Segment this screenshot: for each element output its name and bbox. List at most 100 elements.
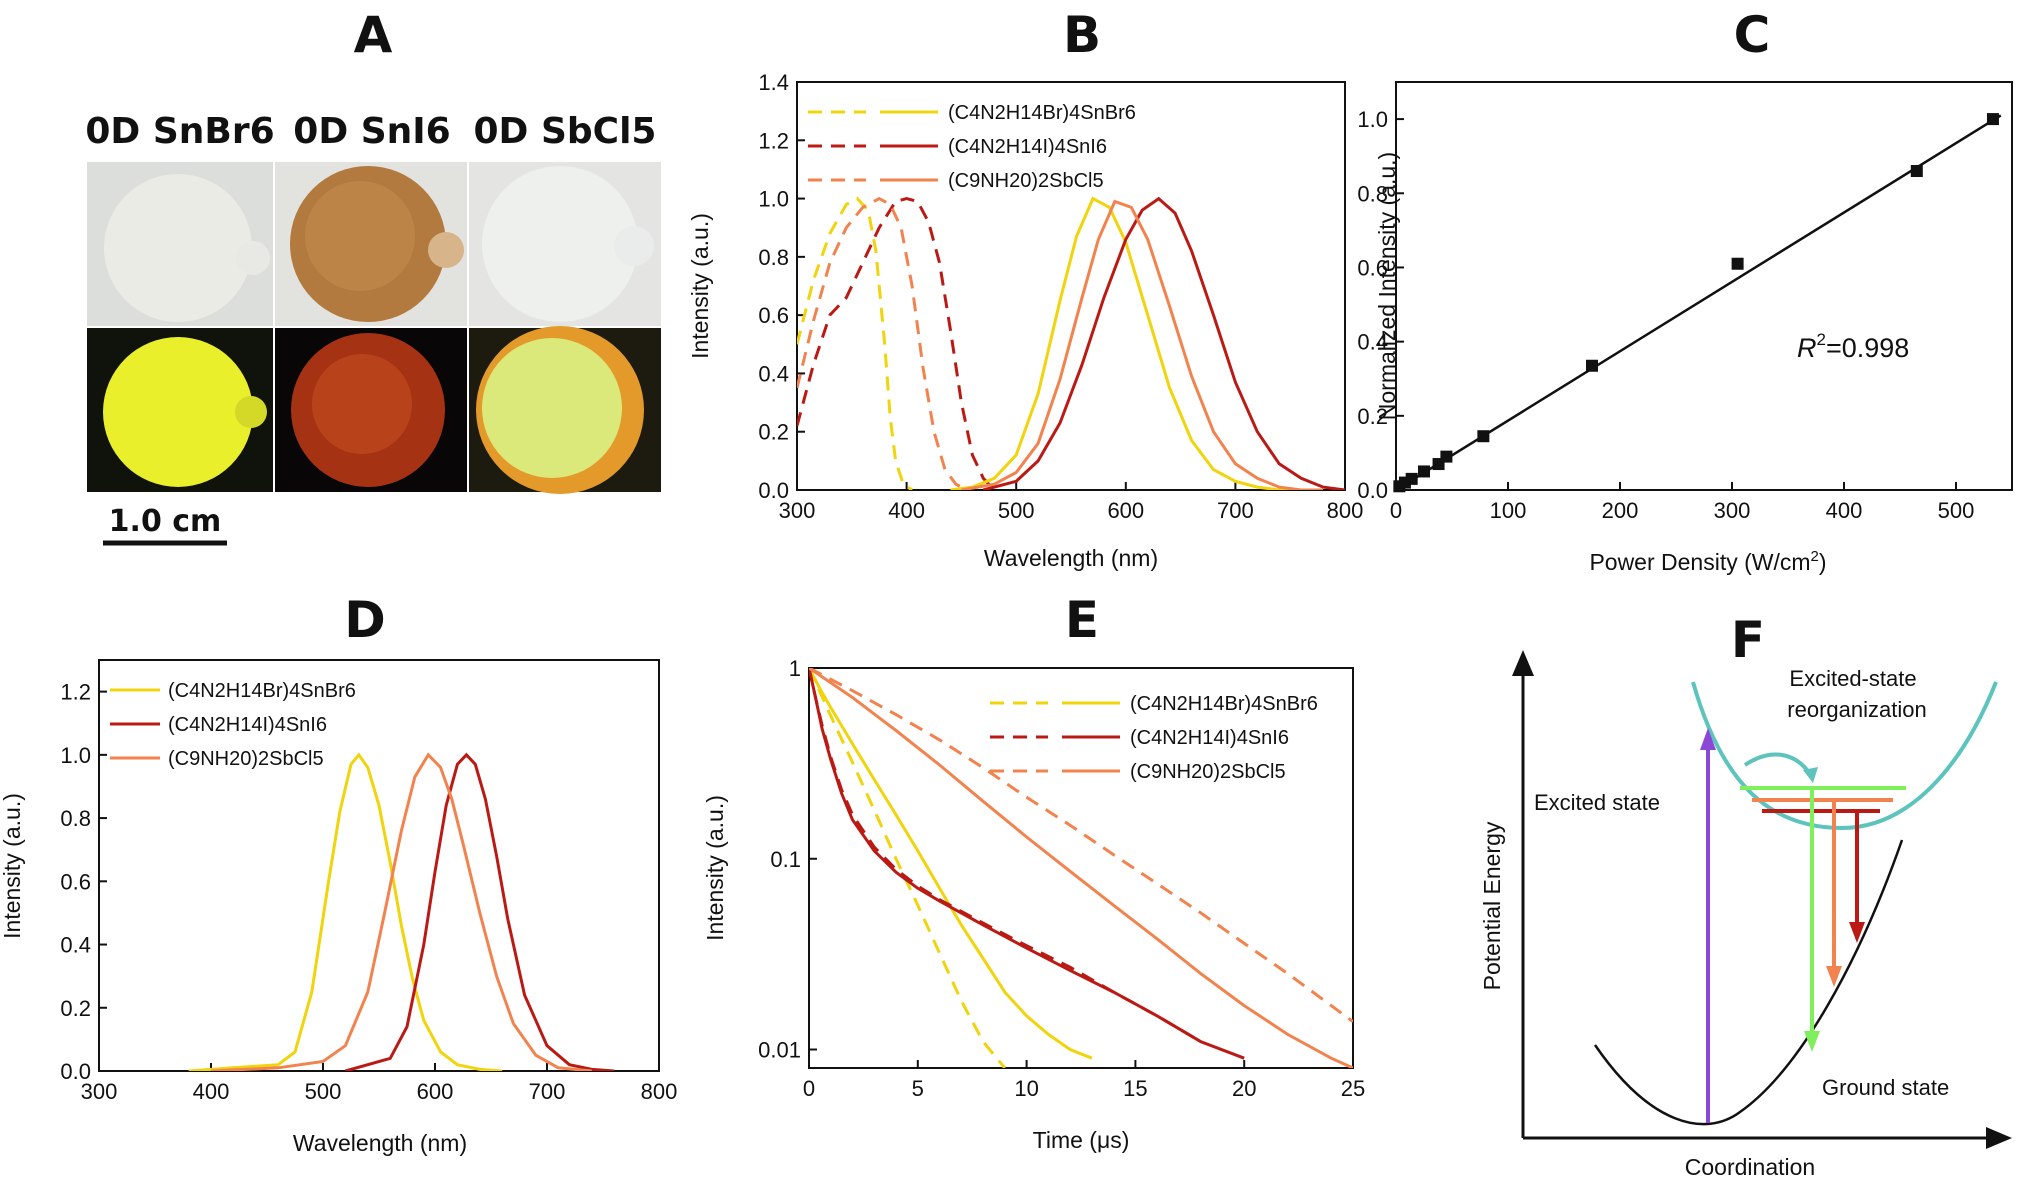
- series-line-yellow: [188, 752, 503, 1071]
- glow-disc-snbr6: [103, 337, 253, 487]
- panel-e: 0 5 10 15 20 25 1 0.1 0.01 Time (μs) Intensity (…: [702, 656, 1365, 1153]
- x-tick-label: 300: [81, 1079, 118, 1104]
- chart-c-xlabel: Power Density (W/cm2): [1589, 548, 1826, 575]
- chart-b-frame: [796, 81, 1346, 491]
- series-line-darkred: [982, 196, 1345, 490]
- y-tick-label: 1.0: [60, 743, 91, 768]
- x-tick-label: 25: [1341, 1076, 1365, 1101]
- excitation-arrowhead: [1700, 728, 1716, 750]
- legend-entry: (C4N2H14Br)4SnBr6: [948, 102, 1136, 124]
- x-tick-label: 400: [1826, 498, 1863, 523]
- legend-entry: (C4N2H14Br)4SnBr6: [168, 680, 356, 702]
- y-tick-label: 1.2: [60, 680, 91, 705]
- series-line-orange-dashed: [809, 668, 1353, 1023]
- emission-arrowhead-green: [1804, 1031, 1820, 1052]
- photo-title-snbr6: 0D SnBr6: [85, 111, 274, 152]
- x-tick-label: 700: [1217, 498, 1254, 523]
- chart-c-ylabel: Normalized Intensity (a.u.): [1374, 152, 1400, 420]
- f-excited-state-label: Excited state: [1534, 790, 1660, 815]
- sample-disc-snbr6: [104, 174, 252, 322]
- series-line-darkred: [344, 752, 615, 1071]
- data-point: [1910, 165, 1923, 178]
- y-tick-label: 0.0: [60, 1059, 91, 1084]
- y-tick-label: 0.2: [1357, 404, 1388, 429]
- glow-disc-sbcl5: [482, 338, 622, 478]
- chart-d-xlabel: Wavelength (nm): [293, 1130, 467, 1156]
- x-tick-label: 800: [641, 1079, 678, 1104]
- series-line-orange: [961, 199, 1324, 490]
- f-reorg-label-line2: reorganization: [1787, 697, 1926, 722]
- legend-entry: (C4N2H14I)4SnI6: [1130, 727, 1289, 749]
- chart-c-r2-annotation: R2=0.998: [1797, 330, 1909, 363]
- x-tick-label: 0: [803, 1076, 815, 1101]
- y-tick-label: 0.8: [60, 806, 91, 831]
- legend-entry: (C9NH20)2SbCl5: [1130, 761, 1286, 783]
- panel-label-e: E: [1065, 591, 1099, 649]
- x-tick-label: 600: [417, 1079, 454, 1104]
- y-tick-label: 1.2: [758, 128, 789, 153]
- x-tick-label: 300: [1714, 498, 1751, 523]
- x-tick-label: 500: [305, 1079, 342, 1104]
- x-tick-label: 400: [888, 498, 925, 523]
- x-tick-label: 5: [912, 1076, 924, 1101]
- y-tick-label: 0.2: [758, 420, 789, 445]
- panel-label-f: F: [1731, 611, 1765, 669]
- panel-a: 0D SnBr6 0D SnI6 0D SbCl5 1.0 cm: [85, 111, 661, 546]
- data-point: [1405, 472, 1418, 485]
- y-tick-label: 0.0: [758, 478, 789, 503]
- data-point: [1418, 465, 1430, 478]
- legend-entry: (C4N2H14Br)4SnBr6: [1130, 693, 1318, 715]
- y-tick-label: 0.4: [758, 361, 789, 386]
- ground-state-curve: [1593, 839, 1904, 1126]
- relaxation-arrow: [1743, 752, 1812, 776]
- x-tick-label: 100: [1490, 498, 1527, 523]
- series-line-yellow: [809, 668, 1093, 1060]
- series-line-darkred-dashed: [797, 197, 996, 490]
- x-tick-label: 500: [998, 498, 1035, 523]
- glow-spill-snbr6: [235, 396, 267, 428]
- x-tick-label: 20: [1232, 1076, 1256, 1101]
- y-tick-label: 0.4: [1357, 330, 1388, 355]
- y-tick-label: 0.6: [758, 303, 789, 328]
- data-point: [1731, 257, 1744, 270]
- chart-c-frame: [1395, 81, 2013, 491]
- series-line-darkred-dashed: [809, 668, 1202, 1043]
- x-tick-label: 400: [193, 1079, 230, 1104]
- y-tick-label: 0.6: [60, 869, 91, 894]
- y-tick-label: 0.8: [1357, 181, 1388, 206]
- series-line-yellow-dashed: [797, 196, 913, 490]
- x-tick-label: 500: [1938, 498, 1975, 523]
- panel-label-b: B: [1063, 6, 1101, 64]
- x-tick-label: 200: [1602, 498, 1639, 523]
- x-tick-label: 15: [1123, 1076, 1147, 1101]
- x-tick-label: 600: [1107, 498, 1144, 523]
- y-tick-label: 0.8: [758, 245, 789, 270]
- chart-e-xlabel: Time (μs): [1033, 1127, 1130, 1153]
- chart-e-frame: [808, 667, 1354, 1069]
- panel-b: 300 400 500 600 700 800 0.0 0.2 0.4 0.6 0.8 1.0 1.2 1…: [687, 70, 1363, 571]
- y-tick-label: 1.4: [758, 70, 789, 95]
- legend-entry: (C4N2H14I)4SnI6: [168, 714, 327, 736]
- y-tick-label: 1: [789, 656, 801, 681]
- y-tick-label: 1.0: [758, 187, 789, 212]
- panel-label-d: D: [344, 591, 386, 649]
- sample-disc-sni6-speckle: [305, 181, 415, 291]
- y-tick-label: 0.01: [758, 1038, 801, 1063]
- series-line-orange-dashed: [797, 196, 968, 490]
- data-point: [1986, 113, 1999, 126]
- f-x-axis-arrowhead: [1986, 1127, 2012, 1149]
- f-y-axis-arrowhead: [1512, 650, 1534, 676]
- excited-state-curve: [1691, 681, 1998, 831]
- scale-bar-label: 1.0 cm: [109, 504, 222, 539]
- y-tick-label: 0.4: [60, 933, 91, 958]
- chart-b-xlabel: Wavelength (nm): [984, 545, 1158, 571]
- panel-label-a: A: [354, 6, 393, 64]
- x-tick-label: 10: [1014, 1076, 1038, 1101]
- f-yaxis-label: Potential Energy: [1479, 821, 1505, 990]
- panel-f: Potential Energy Coordination Excited st…: [1479, 650, 2012, 1180]
- sample-disc-sbcl5: [482, 166, 638, 322]
- x-tick-label: 300: [779, 498, 816, 523]
- sample-spill-snbr6: [236, 241, 270, 275]
- emission-arrowhead-red: [1849, 922, 1865, 943]
